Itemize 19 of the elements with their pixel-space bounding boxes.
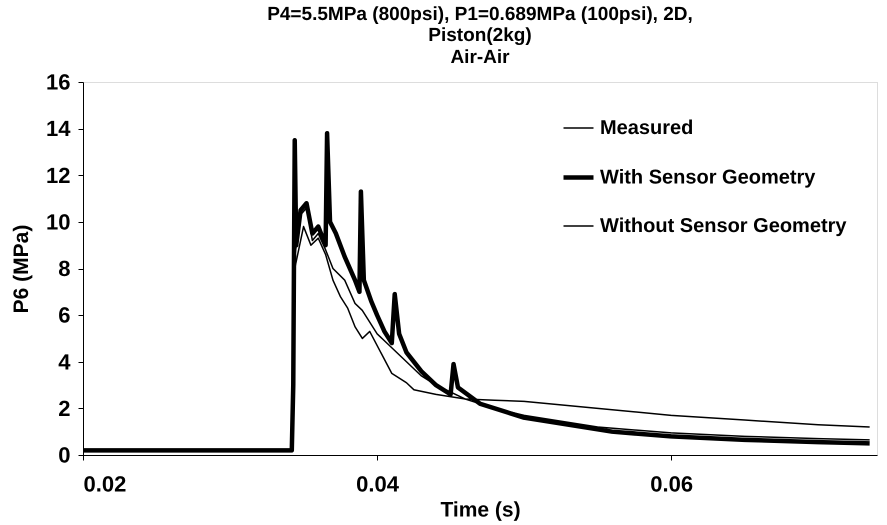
x-tick-label: 0.02 (84, 472, 126, 496)
x-tick-label: 0.06 (650, 472, 694, 496)
y-tick-label: 8 (58, 256, 70, 281)
y-tick-label: 12 (46, 162, 70, 188)
legend-label: Measured (600, 117, 694, 139)
y-tick-label: 14 (46, 116, 72, 142)
legend-label: With Sensor Geometry (600, 166, 816, 188)
y-axis-title: P6 (MPa) (10, 224, 34, 314)
x-axis-title: Time (s) (440, 498, 521, 522)
chart-title: P4=5.5MPa (800psi), P1=0.689MPa (100psi), 2D, Piston(2kg) (267, 4, 693, 46)
y-tick-label: 4 (58, 349, 72, 374)
y-tick-label: 6 (58, 302, 70, 328)
y-tick-label: 0 (58, 442, 70, 468)
y-tick-label: 2 (58, 396, 70, 421)
y-tick-label: 10 (46, 209, 70, 234)
y-tick-label: 16 (46, 70, 70, 94)
x-tick-label: 0.04 (356, 472, 400, 496)
legend-label: Without Sensor Geometry (600, 215, 848, 237)
chart-subtitle: Air-Air (450, 47, 510, 68)
